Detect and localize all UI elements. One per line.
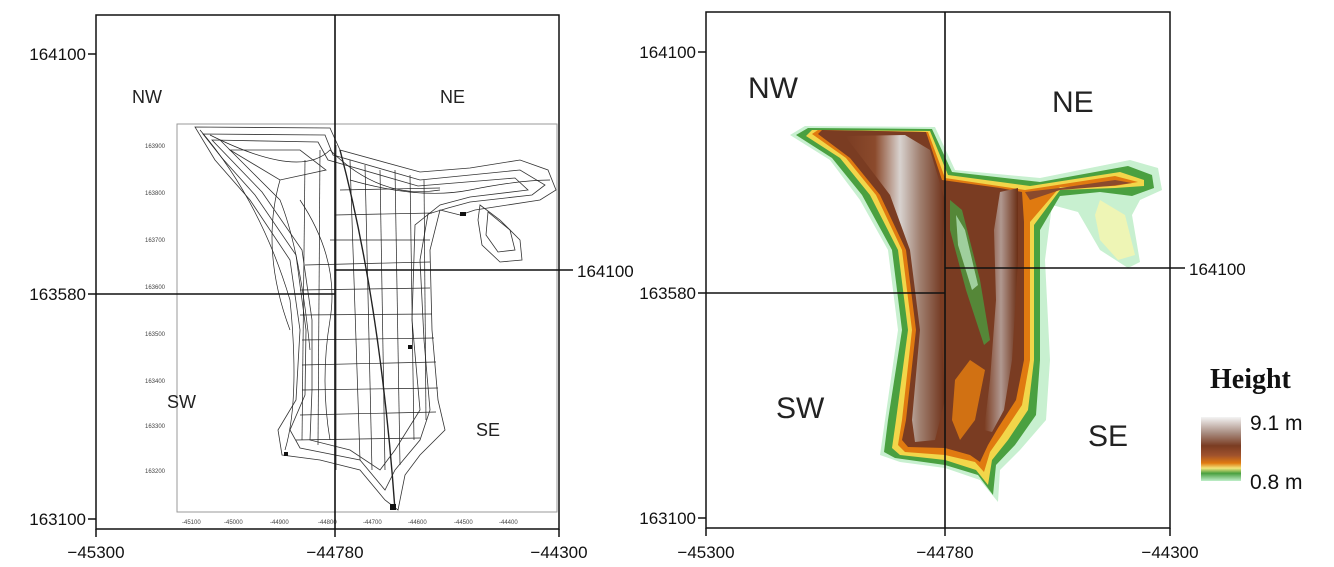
inner-y-tick: 163500: [145, 332, 166, 338]
left-quadrant-sw: SW: [167, 392, 196, 412]
left-cross-label: 164100: [577, 262, 634, 281]
height-legend: Height 9.1 m 0.8 m: [1201, 364, 1303, 494]
legend-color-bar: [1201, 417, 1241, 481]
right-panel: 164100 163580 163100 −45300 −44780 −4430…: [639, 11, 1246, 562]
south-orange-patch: [952, 360, 985, 440]
legend-min-label: 0.8 m: [1250, 471, 1303, 494]
legend-title: Height: [1210, 364, 1292, 395]
inner-y-tick: 163900: [145, 144, 166, 150]
right-y-tick-bottom: 163100: [639, 509, 696, 528]
left-x-tick-mid: −44780: [306, 543, 363, 562]
inner-y-tick: 163300: [145, 424, 166, 430]
survey-outlines: [194, 126, 557, 511]
inner-y-tick: 163800: [145, 191, 166, 197]
inner-x-tick: -44900: [270, 520, 289, 526]
inner-x-ticks: -45100 -45000 -44900 -44800 -44700 -4460…: [182, 520, 518, 526]
inner-x-tick: -44400: [499, 520, 518, 526]
inner-y-tick: 163700: [145, 238, 166, 244]
west-ridge: [845, 135, 945, 442]
inner-x-tick: -44500: [454, 520, 473, 526]
inner-y-tick: 163600: [145, 285, 166, 291]
left-y-tick-mid: 163580: [29, 285, 86, 304]
ne-lobe-brown: [1025, 180, 1132, 200]
right-y-tick-mid: 163580: [639, 284, 696, 303]
right-quadrant-ne: NE: [1052, 86, 1094, 119]
legend-max-label: 9.1 m: [1250, 412, 1303, 435]
left-y-tick-bottom: 163100: [29, 510, 86, 529]
pale-yellow-patch: [1095, 200, 1135, 260]
left-y-tick-top: 164100: [29, 45, 86, 64]
inner-x-tick: -44800: [318, 520, 337, 526]
left-x-tick-left: −45300: [67, 543, 124, 562]
inner-x-tick: -45100: [182, 520, 201, 526]
inner-y-tick: 163200: [145, 469, 166, 475]
right-axis-ticks: [698, 51, 1171, 536]
survey-markers: [284, 212, 466, 510]
left-axis-ticks: [88, 53, 560, 537]
right-cross-label: 164100: [1189, 260, 1246, 279]
inner-x-tick: -44600: [408, 520, 427, 526]
right-x-tick-right: −44300: [1141, 543, 1198, 562]
left-quadrant-se: SE: [476, 420, 500, 440]
survey-tracks: [199, 129, 551, 511]
right-y-tick-top: 164100: [639, 43, 696, 62]
inner-x-tick: -45000: [224, 520, 243, 526]
left-panel: 163900 163800 163700 163600 163500 16340…: [29, 14, 634, 562]
right-quadrant-sw: SW: [776, 392, 825, 425]
left-x-tick-right: −44300: [530, 543, 587, 562]
right-x-tick-mid: −44780: [916, 543, 973, 562]
inner-y-tick: 163400: [145, 379, 166, 385]
right-x-tick-left: −45300: [677, 543, 734, 562]
left-quadrant-ne: NE: [440, 87, 465, 107]
left-quadrant-nw: NW: [132, 87, 162, 107]
right-quadrant-nw: NW: [748, 72, 799, 105]
right-quadrant-se: SE: [1088, 420, 1128, 453]
left-inner-map: 163900 163800 163700 163600 163500 16340…: [145, 123, 558, 526]
elevation-map: [790, 126, 1162, 502]
inner-x-tick: -44700: [363, 520, 382, 526]
inner-y-ticks: 163900 163800 163700 163600 163500 16340…: [145, 144, 166, 475]
interior-channel-light: [956, 215, 978, 290]
east-ridge: [984, 188, 1018, 432]
